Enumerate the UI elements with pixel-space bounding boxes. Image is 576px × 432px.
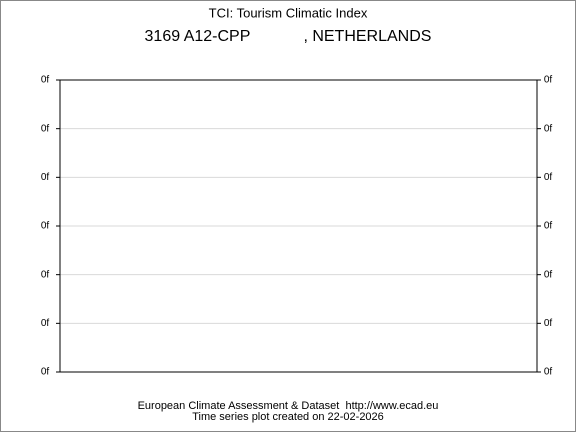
y-tick-label: 0f bbox=[41, 367, 50, 378]
chart-subtitle: 3169 A12-CPP , NETHERLANDS bbox=[145, 28, 432, 45]
y2-tick-label: 0f bbox=[544, 123, 553, 134]
y-tick-label: 0f bbox=[41, 172, 50, 183]
y2-tick-label: 0f bbox=[544, 221, 553, 232]
y2-tick-label: 0f bbox=[544, 172, 553, 183]
y-tick-label: 0f bbox=[41, 75, 50, 86]
footer: Time series plot created on 22-02-2026 bbox=[192, 411, 384, 423]
y-tick-label: 0f bbox=[41, 318, 50, 329]
y2-tick-label: 0f bbox=[544, 75, 553, 86]
footer: European Climate Assessment & Dataset ht… bbox=[138, 400, 439, 412]
y-tick-label: 0f bbox=[41, 221, 50, 232]
y-tick-label: 0f bbox=[41, 269, 50, 280]
plot-area bbox=[59, 79, 538, 373]
chart-title: TCI: Tourism Climatic Index bbox=[209, 5, 368, 20]
y2-tick-label: 0f bbox=[544, 318, 553, 329]
y2-tick-label: 0f bbox=[544, 367, 553, 378]
y-tick-label: 0f bbox=[41, 123, 50, 134]
y2-tick-label: 0f bbox=[544, 269, 553, 280]
